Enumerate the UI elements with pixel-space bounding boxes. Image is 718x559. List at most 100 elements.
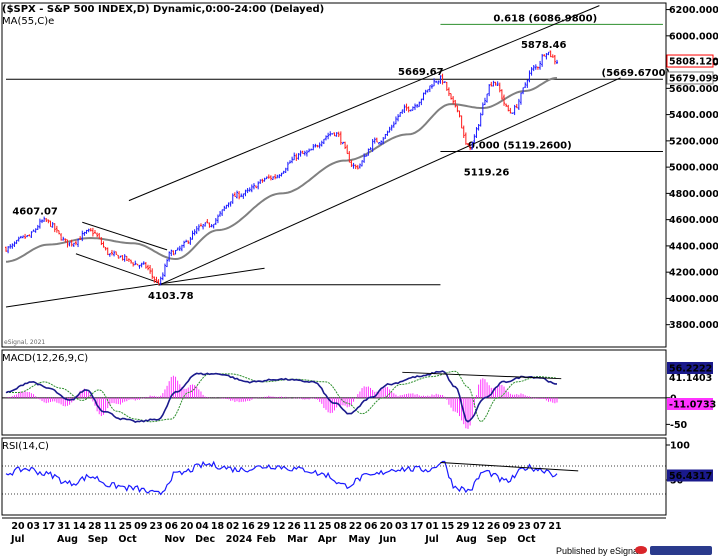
footer: Published by eSignal	[556, 546, 712, 556]
footer-text: Published by eSignal	[556, 546, 640, 556]
price-y-tick-label: 5400.000	[669, 110, 718, 121]
x-tick-day-label: 23	[518, 521, 531, 532]
x-tick-day-label: 25	[318, 521, 331, 532]
x-tick-day-label: 01	[426, 521, 439, 532]
x-tick-day-label: 11	[103, 521, 116, 532]
price-y-tick-label: 4200.000	[669, 268, 718, 279]
macd-hist-readout: -11.0733	[669, 400, 716, 411]
price-y-tick-label: 5000.000	[669, 163, 718, 174]
trendline	[5, 267, 265, 308]
ma-last-box	[666, 71, 714, 85]
x-tick-day-label: 29	[257, 521, 270, 532]
macd-pane	[1, 349, 667, 436]
price-y-tick-label: 4600.000	[669, 215, 718, 226]
x-tick-day-label: 18	[211, 521, 225, 532]
x-tick-month-label: Aug	[57, 534, 78, 545]
macd-readout-box	[667, 362, 713, 374]
rsi-series: 56.4317	[2, 460, 713, 496]
x-tick-day-label: 31	[57, 521, 70, 532]
trendline	[75, 253, 159, 284]
price-annotation: 4103.78	[148, 291, 194, 302]
x-tick-month-label: May	[349, 534, 372, 545]
trendline	[128, 5, 600, 202]
last-price-box	[666, 54, 714, 68]
x-tick-day-label: 11	[303, 521, 316, 532]
price-y-tick-label: 5600.000	[669, 84, 718, 95]
x-tick-day-label: 03	[27, 521, 40, 532]
x-tick-month-label: Jul	[10, 534, 25, 545]
price-annotation: 5878.46	[521, 40, 567, 51]
x-tick-day-label: 06	[364, 521, 378, 532]
x-tick-month-label: Oct	[118, 534, 137, 545]
price-y-tick-label: 4400.000	[669, 241, 718, 252]
x-tick-month-label: 2024	[226, 534, 253, 545]
macd-title: MACD(12,26,9,C)	[2, 353, 88, 364]
x-tick-month-label: Oct	[517, 534, 536, 545]
macd-y-tick-label: -50	[670, 420, 688, 431]
x-tick-day-label: 07	[533, 521, 546, 532]
rsi-pane	[1, 437, 667, 516]
x-tick-month-label: Jun	[378, 534, 396, 545]
x-tick-day-label: 23	[149, 521, 162, 532]
x-tick-day-label: 04	[195, 521, 209, 532]
x-tick-day-label: 21	[548, 521, 561, 532]
x-tick-day-label: 22	[349, 521, 362, 532]
x-tick-month-label: Mar	[287, 534, 308, 545]
x-tick-day-label: 14	[73, 521, 87, 532]
x-tick-month-label: Nov	[164, 534, 185, 545]
horizontal-level-label: 0.000 (5119.2600)	[468, 140, 572, 151]
price-annotation: 5119.26	[464, 167, 510, 178]
price-annotation: 4607.07	[12, 207, 58, 218]
moving-average-line	[5, 77, 558, 263]
price-y-tick-label: 5200.000	[669, 136, 718, 147]
macd-readout-value: 56.2222	[669, 364, 712, 375]
x-tick-day-label: 17	[42, 521, 55, 532]
rsi-readout-value: 56.4317	[669, 471, 712, 482]
price-y-tick-label: 4800.000	[669, 189, 718, 200]
x-tick-month-label: Jul	[424, 534, 439, 545]
x-tick-day-label: 17	[410, 521, 423, 532]
trendline	[158, 77, 621, 286]
esignal-logo-icon	[635, 546, 712, 555]
ma-last-value: 5679.0998	[669, 73, 718, 84]
trendline	[82, 221, 168, 251]
x-tick-day-label: 08	[334, 521, 348, 532]
rsi-resistance-line	[440, 462, 579, 472]
panes: 0.618 (6086.9800) (5669.6700) 0.000 (5119.…	[1, 2, 718, 519]
x-tick-day-label: 20	[380, 521, 394, 532]
x-tick-day-label: 09	[502, 521, 515, 532]
price-y-tick-label: 6000.000	[669, 31, 718, 42]
ma-label: MA(55,C)e	[2, 16, 54, 27]
x-tick-month-label: Sep	[88, 534, 108, 545]
x-tick-day-label: 12	[472, 521, 485, 532]
last-price-value: 5808.1200	[669, 57, 718, 68]
copyright-text: eSignal, 2021	[4, 339, 45, 346]
x-tick-day-label: 26	[487, 521, 501, 532]
rsi-title: RSI(14,C)	[2, 441, 49, 452]
x-tick-day-label: 09	[134, 521, 147, 532]
rsi-y-tick-label: 100	[670, 441, 690, 452]
x-tick-month-label: Aug	[456, 534, 477, 545]
macd-hist-box	[667, 398, 713, 410]
rsi-readout-box	[667, 469, 713, 482]
x-tick-day-label: 15	[441, 521, 454, 532]
x-tick-month-label: Sep	[487, 534, 507, 545]
x-tick-day-label: 03	[395, 521, 408, 532]
x-tick-day-label: 06	[165, 521, 179, 532]
x-tick-month-label: Apr	[318, 534, 337, 545]
x-tick-day-label: 26	[288, 521, 302, 532]
horizontal-level-label: (5669.6700)	[602, 68, 671, 79]
macd-signal-readout: 41.1403	[669, 373, 712, 384]
price-y-tick-label: 6200.000	[669, 5, 718, 16]
horizontal-level-label: 0.618 (6086.9800)	[493, 13, 597, 24]
x-tick-day-label: 20	[11, 521, 25, 532]
chart-header: ($SPX - S&P 500 INDEX,D) Dynamic,0:00-24…	[2, 4, 324, 15]
x-tick-day-label: 02	[226, 521, 239, 532]
price-y-tick-label: 4000.000	[669, 294, 718, 305]
x-tick-day-label: 12	[272, 521, 285, 532]
price-annotation: 5669.67	[398, 67, 444, 78]
x-tick-day-label: 20	[180, 521, 194, 532]
rsi-line	[5, 460, 558, 496]
